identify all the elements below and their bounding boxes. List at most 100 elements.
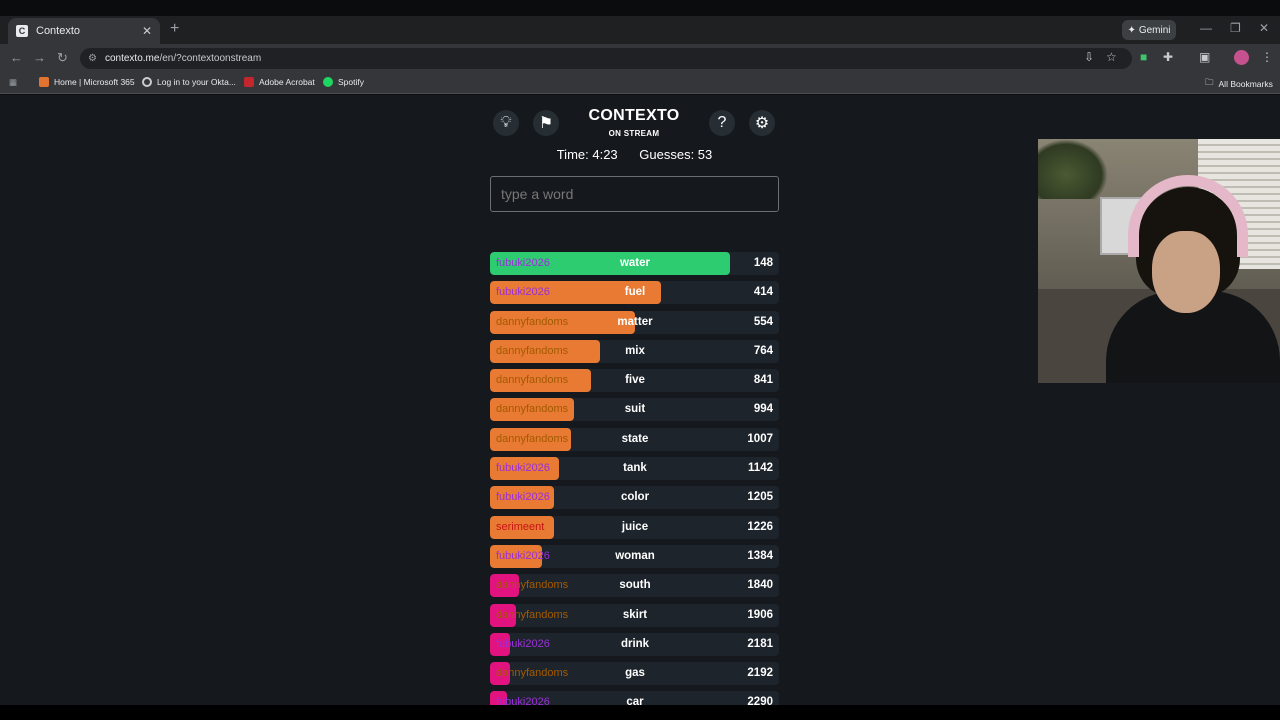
address-bar[interactable]: ⚙ contexto.me /en/?contextoonstream xyxy=(80,48,1132,69)
guess-row: dannyfandoms matter 554 xyxy=(490,310,779,334)
guess-word: woman xyxy=(615,549,655,562)
all-bookmarks[interactable]: 🗀 All Bookmarks xyxy=(1205,77,1273,91)
guess-distance: 1226 xyxy=(747,520,773,533)
url-host: contexto.me xyxy=(104,53,160,64)
extensions-puzzle-icon[interactable]: ✚ xyxy=(1163,50,1174,64)
closeness-bar xyxy=(490,662,511,686)
guess-row: fubuki2026 water 148 xyxy=(490,252,779,275)
bookmark-label: Adobe Acrobat xyxy=(259,77,315,87)
guess-username: fubuki2026 xyxy=(496,462,550,475)
guess-distance: 764 xyxy=(753,344,773,357)
profile-avatar[interactable] xyxy=(1234,50,1249,65)
closeness-bar xyxy=(490,544,543,568)
guess-username: dannyfandoms xyxy=(496,608,569,621)
guess-word: car xyxy=(626,696,644,705)
bookmark-okta[interactable]: Log in to your Okta... xyxy=(142,77,236,87)
guess-word: south xyxy=(619,579,651,592)
give-up-button[interactable]: ⚑ xyxy=(533,110,559,136)
guess-row: dannyfandoms mix 764 xyxy=(490,339,779,363)
closeness-bar xyxy=(490,486,554,510)
guess-word: mix xyxy=(625,344,645,357)
reload-icon[interactable]: ↻ xyxy=(57,50,68,65)
help-button[interactable]: ? xyxy=(709,110,735,136)
bookmark-adobe-acrobat[interactable]: Adobe Acrobat xyxy=(244,77,315,87)
guess-username: serimeent xyxy=(496,520,545,533)
gemini-label: Gemini xyxy=(1138,24,1171,36)
site-info-icon[interactable]: ⚙ xyxy=(88,53,97,64)
folder-icon: 🗀 xyxy=(1205,77,1214,87)
guess-username: dannyfandoms xyxy=(496,432,569,445)
guess-row: fubuki2026 tank 1142 xyxy=(490,457,779,481)
guess-row: fubuki2026 color 1205 xyxy=(490,486,779,510)
more-menu-icon[interactable]: ⋮ xyxy=(1261,50,1273,64)
guess-row: fubuki2026 car 2290 xyxy=(490,691,779,705)
closeness-bar xyxy=(490,369,592,393)
guess-row: dannyfandoms south 1840 xyxy=(490,574,779,598)
guess-row: fubuki2026 fuel 414 xyxy=(490,281,779,305)
apps-grid-icon[interactable]: ▦ xyxy=(9,77,18,87)
guess-distance: 1384 xyxy=(747,549,773,562)
guess-distance: 2192 xyxy=(747,667,773,680)
back-arrow-icon[interactable]: ← xyxy=(10,50,23,65)
closeness-bar xyxy=(490,310,635,334)
close-tab-icon[interactable]: ✕ xyxy=(141,24,152,38)
guess-distance: 1142 xyxy=(748,462,773,475)
guess-distance: 1205 xyxy=(747,491,773,504)
adobe-acrobat-icon xyxy=(244,77,254,87)
timer: Time: 4:23 xyxy=(556,147,618,162)
guess-username: fubuki2026 xyxy=(496,286,550,299)
restore-icon[interactable]: ❐ xyxy=(1230,21,1241,35)
guess-row: dannyfandoms state 1007 xyxy=(490,427,779,451)
guess-username: dannyfandoms xyxy=(496,667,569,680)
guess-row: dannyfandoms skirt 1906 xyxy=(490,603,779,627)
guess-word: skirt xyxy=(622,608,648,621)
closeness-bar xyxy=(490,339,600,363)
gear-icon: ⚙ xyxy=(754,115,770,132)
settings-button[interactable]: ⚙ xyxy=(749,110,775,136)
extension-green-icon[interactable]: ■ xyxy=(1140,50,1148,64)
close-window-icon[interactable]: ✕ xyxy=(1259,21,1270,35)
contexto-favicon-icon: C xyxy=(16,25,28,37)
browser-tab[interactable]: C Contexto ✕ xyxy=(8,18,160,44)
guess-distance: 554 xyxy=(753,315,773,328)
question-icon: ? xyxy=(717,114,727,131)
guess-distance: 994 xyxy=(753,403,773,416)
guess-username: dannyfandoms xyxy=(496,579,569,592)
guess-row: dannyfandoms five 841 xyxy=(490,369,779,393)
browser-toolbar: ← → ↻ ⚙ contexto.me /en/?contextoonstrea… xyxy=(0,44,1280,72)
guess-username: fubuki2026 xyxy=(496,637,550,650)
headphones xyxy=(1128,175,1248,257)
okta-icon xyxy=(142,77,152,87)
webcam-overlay xyxy=(1038,139,1280,383)
guess-count: Guesses: 53 xyxy=(639,147,713,162)
guess-distance: 414 xyxy=(753,286,773,299)
guess-word: tank xyxy=(623,462,647,475)
url-path: /en/?contextoonstream xyxy=(159,53,262,64)
word-input[interactable] xyxy=(490,176,779,212)
gemini-button[interactable]: ✦ Gemini xyxy=(1122,20,1176,40)
side-panel-icon[interactable]: ▣ xyxy=(1199,50,1211,64)
guess-distance: 1840 xyxy=(747,579,773,592)
install-app-icon[interactable]: ⇩ xyxy=(1084,50,1095,64)
closeness-bar xyxy=(490,252,730,275)
guess-username: dannyfandoms xyxy=(496,374,569,387)
sparkle-icon: ✦ xyxy=(1127,24,1136,36)
minimize-icon[interactable]: — xyxy=(1200,21,1212,35)
closeness-bar xyxy=(490,691,508,705)
guess-list: fubuki2026 water 148 fubuki2026 fuel 414 danny… xyxy=(490,252,779,705)
bookmark-label: Log in to your Okta... xyxy=(157,77,236,87)
guess-row: fubuki2026 drink 2181 xyxy=(490,632,779,656)
bookmark-microsoft-365[interactable]: Home | Microsoft 365 xyxy=(39,77,135,87)
bookmark-star-icon[interactable]: ☆ xyxy=(1106,50,1117,64)
closeness-bar xyxy=(490,574,519,598)
hint-button[interactable]: 💡︎ xyxy=(493,110,519,136)
guess-word: color xyxy=(620,491,650,504)
bookmark-label: Home | Microsoft 365 xyxy=(54,77,135,87)
guess-word: juice xyxy=(621,520,649,533)
flag-icon: ⚑ xyxy=(538,115,554,132)
bookmark-spotify[interactable]: Spotify xyxy=(323,77,364,87)
forward-arrow-icon[interactable]: → xyxy=(33,50,46,65)
new-tab-button[interactable]: + xyxy=(170,20,180,37)
guess-distance: 841 xyxy=(753,374,773,387)
